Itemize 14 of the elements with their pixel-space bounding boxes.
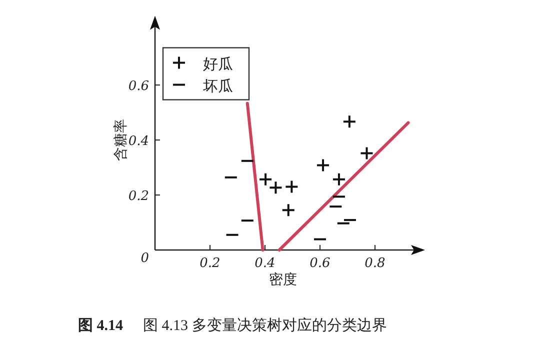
y-tick-label: 0.4 — [128, 134, 149, 149]
text: 图 4.14 — [78, 318, 124, 334]
y-tick-label: 0 — [140, 251, 149, 266]
y-tick-label: 0.2 — [128, 189, 149, 204]
text: 图 4.13 多变量决策树对应的分类边界 — [143, 317, 387, 334]
legend-label: 坏瓜 — [202, 78, 233, 95]
x-tick-label: 0.8 — [364, 256, 386, 271]
x-tick-label: 0.2 — [200, 256, 220, 271]
x-tick-label: 0.4 — [254, 256, 276, 271]
x-axis-title: 密度 — [269, 272, 297, 288]
x-tick-label: 0.6 — [310, 256, 330, 271]
y-tick-label: 0.6 — [128, 79, 149, 94]
y-axis-title: 含糖率 — [113, 119, 129, 161]
legend-label: 好瓜 — [203, 56, 233, 73]
